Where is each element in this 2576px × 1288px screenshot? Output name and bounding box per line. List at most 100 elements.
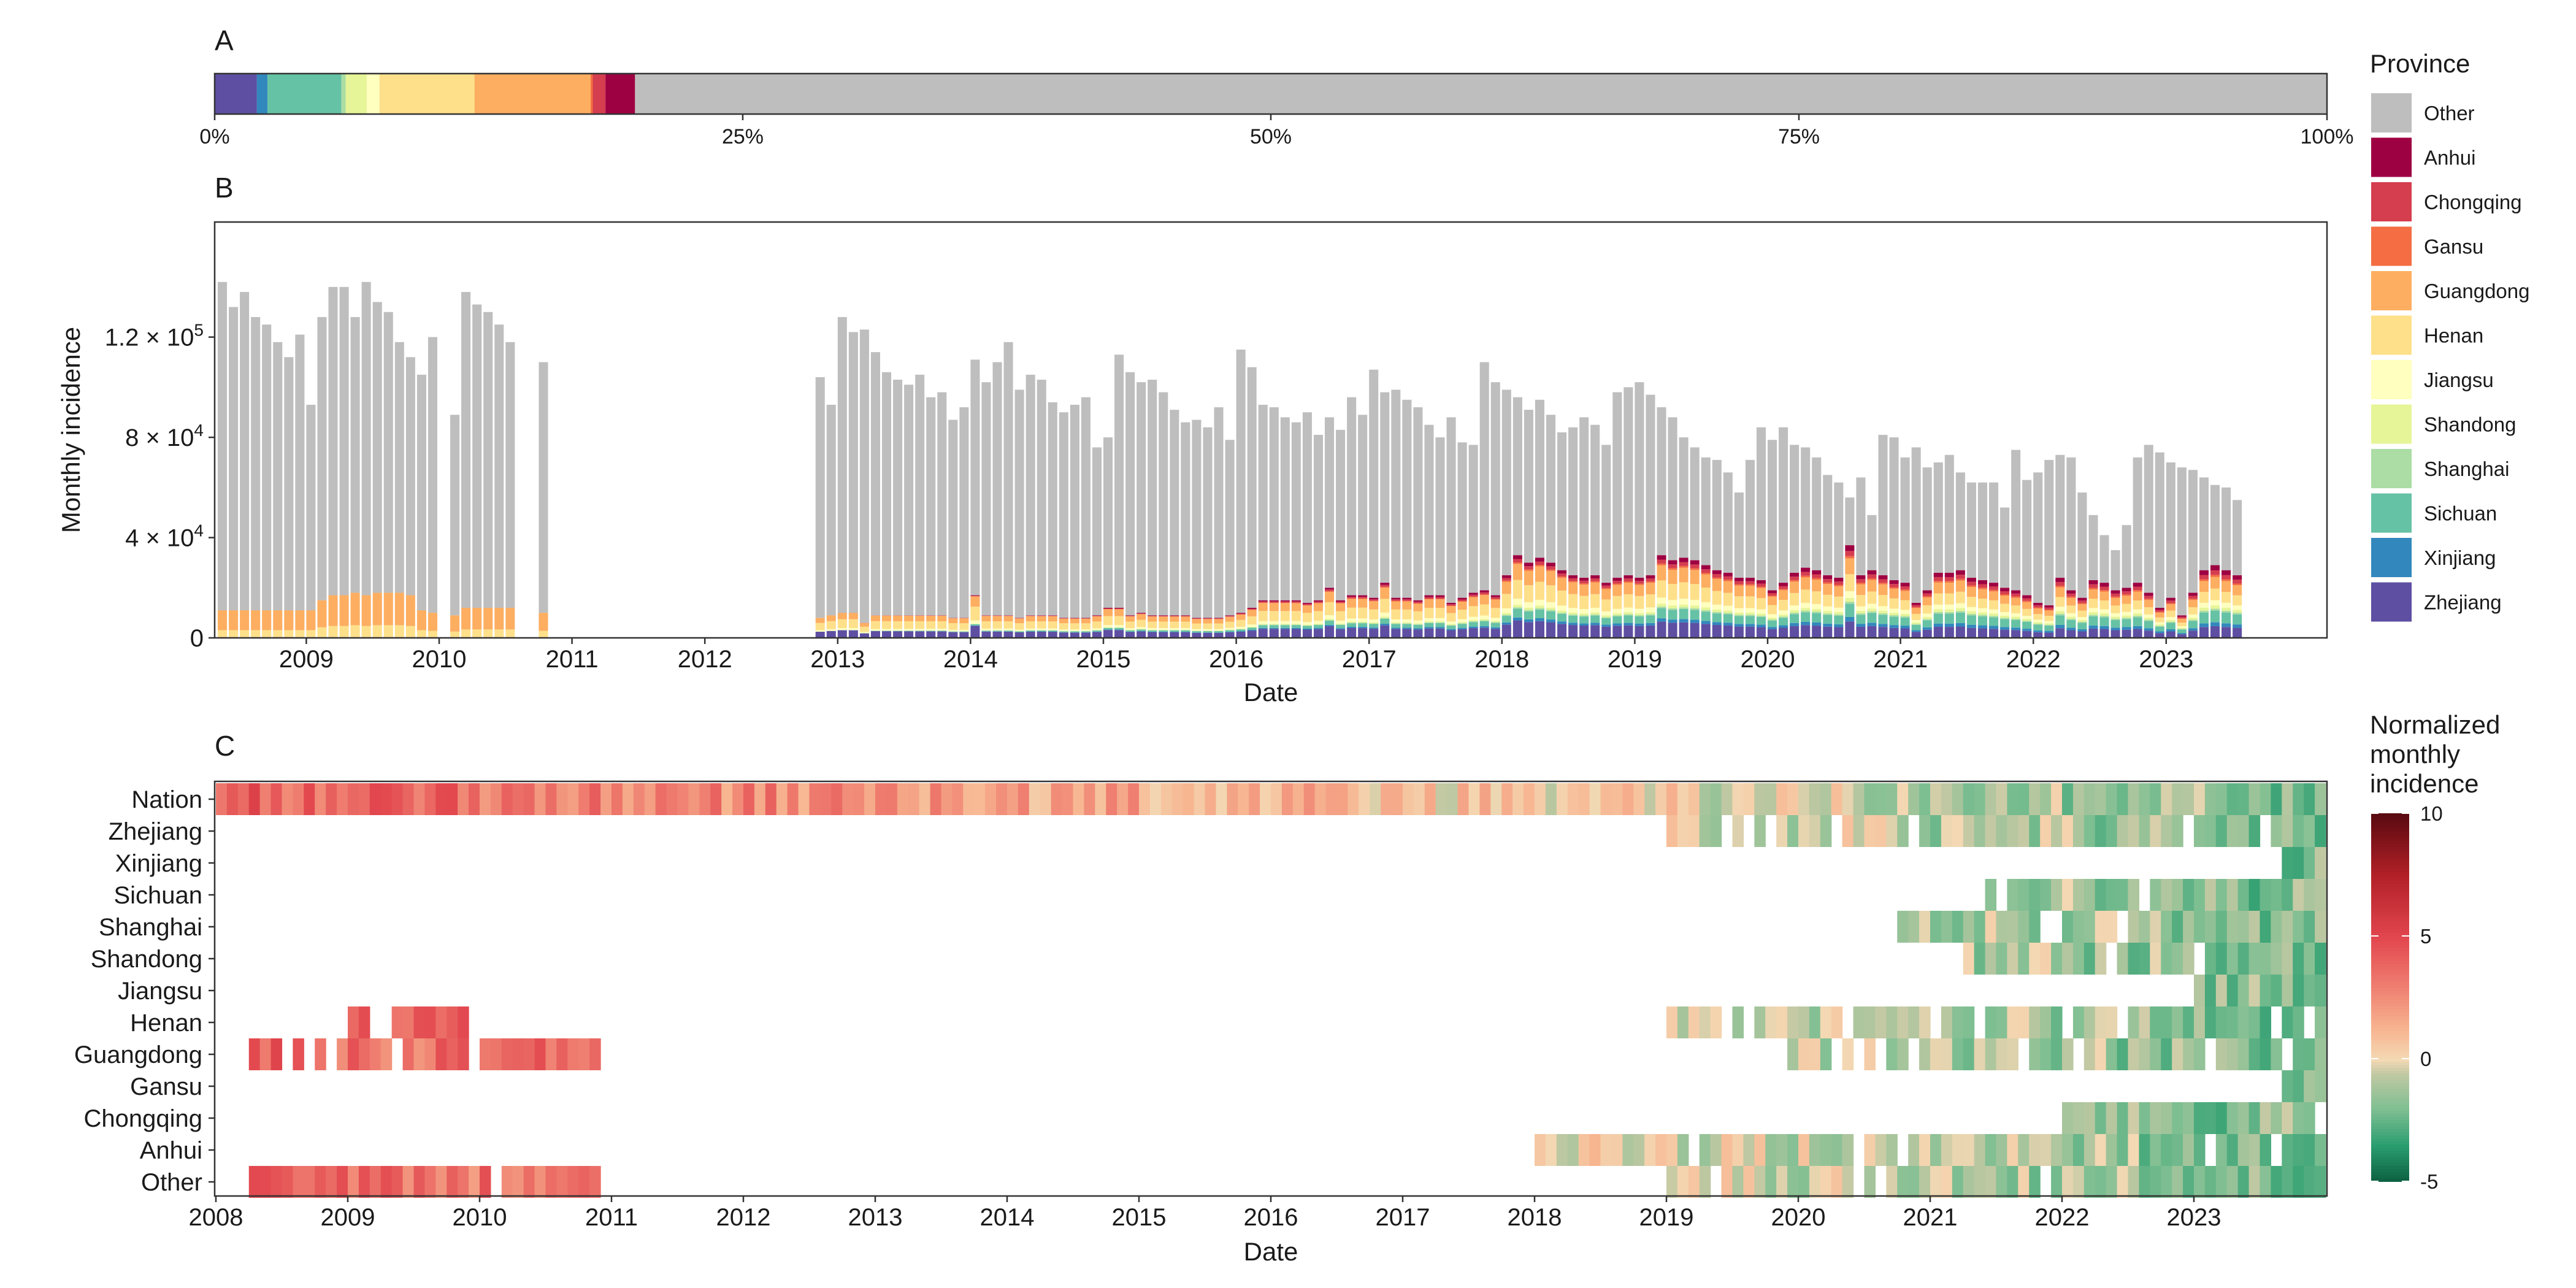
bar-sichuan (1557, 613, 1567, 622)
heat-cell (2304, 1038, 2315, 1070)
bar-zhejiang (2188, 631, 2198, 638)
bar-anhui (1668, 560, 1677, 565)
heat-cell (1842, 1134, 1854, 1166)
legend-swatch-chongqing (2371, 182, 2412, 221)
heat-cell (2293, 815, 2304, 847)
bar-other (981, 382, 991, 616)
bar-guangdong (948, 618, 958, 624)
bar-other (1369, 369, 1379, 598)
heat-cell (1820, 1038, 1832, 1070)
bar-shanghai (2188, 619, 2198, 621)
heat-cell (2260, 1102, 2272, 1134)
bar-other (1690, 447, 1700, 561)
bar-shanghai (2077, 621, 2087, 623)
bar-jiangsu (1524, 602, 1533, 608)
heat-cell (2029, 1006, 2041, 1038)
bar-shandong (1391, 622, 1401, 624)
bar-chongqing (2188, 596, 2198, 599)
bar-henan (1856, 594, 1866, 607)
colorbar-step (2371, 1144, 2409, 1148)
heat-cell (1325, 783, 1338, 815)
bar-zhejiang (2077, 631, 2087, 638)
bar-jiangsu (937, 629, 947, 631)
bar-shandong (2055, 611, 2065, 614)
bar-zhejiang (1557, 624, 1567, 638)
bar-anhui (1557, 570, 1567, 574)
bar-other (1623, 387, 1633, 575)
bar-zhejiang (2155, 633, 2164, 638)
heat-cell (1457, 783, 1470, 815)
colorbar-step (2371, 908, 2409, 912)
colorbar-step (2371, 844, 2409, 848)
bar-zhejiang (1712, 625, 1722, 638)
bar-chongqing (1878, 579, 1888, 583)
bar-guangdong (1391, 601, 1401, 610)
bar-anhui (1690, 560, 1700, 565)
province-legend: OtherAnhuiChongqingGansuGuangdongHenanJi… (2371, 93, 2530, 622)
colorbar-step (2371, 1117, 2409, 1121)
bar-shandong (2188, 618, 2198, 620)
bar-xinjiang (1391, 627, 1401, 629)
bar-chongqing (2088, 584, 2098, 588)
bar-zhejiang (1690, 623, 1700, 638)
bar-guangdong (218, 610, 228, 631)
heat-cell (512, 783, 524, 815)
bar-shanghai (2199, 610, 2209, 613)
heat-cell (1600, 783, 1612, 815)
heat-cell (2194, 815, 2206, 847)
bar-henan (848, 619, 858, 629)
bar-gansu (2188, 599, 2198, 600)
heat-cell (2282, 783, 2293, 815)
heat-cell (930, 783, 942, 815)
bar-shandong (1568, 612, 1578, 615)
bar-guangdong (1723, 581, 1733, 593)
bar-zhejiang (1159, 632, 1168, 638)
bar-guangdong (1657, 565, 1666, 581)
bar-guangdong (1424, 599, 1434, 608)
heat-cell (1930, 815, 1942, 847)
bar-shandong (1435, 621, 1445, 623)
bar-jiangsu (981, 628, 991, 631)
heat-cell (380, 783, 393, 815)
heat-cell (1084, 783, 1095, 815)
bar-chongqing (1977, 584, 1987, 588)
colorbar-step (2371, 829, 2409, 832)
bar-henan (295, 630, 305, 638)
bar-henan (1867, 591, 1877, 604)
bar-jiangsu (2177, 626, 2187, 628)
bar-chongqing (1657, 559, 1666, 564)
bar-sichuan (1014, 631, 1024, 632)
bar-guangdong (859, 623, 869, 627)
heat-cell (2237, 1038, 2250, 1070)
heat-cell (402, 1038, 415, 1070)
bar-anhui (1779, 583, 1788, 586)
colorbar-step (2371, 1049, 2409, 1053)
bar-other (1424, 424, 1434, 596)
heat-cell (1018, 783, 1030, 815)
bar-jiangsu (915, 629, 925, 631)
bar-chongqing (2155, 610, 2164, 612)
bar-other (416, 374, 426, 611)
heat-cell (2018, 943, 2030, 975)
bar-zhejiang (1734, 626, 1744, 638)
bar-xinjiang (1856, 624, 1866, 627)
bar-sichuan (1501, 616, 1511, 623)
heat-cell (2040, 1038, 2052, 1070)
bar-zhejiang (2199, 627, 2209, 638)
bar-shanghai (1590, 614, 1600, 616)
heat-cell (2315, 975, 2326, 1006)
bar-guangdong (1369, 601, 1379, 610)
bar-jiangsu (1148, 628, 1157, 630)
bar-henan (2099, 600, 2109, 610)
heat-cell (2095, 815, 2107, 847)
heat-cell (2315, 1038, 2326, 1070)
bar-other (1646, 394, 1655, 575)
heat-cell (1963, 783, 1975, 815)
bar-shanghai (2110, 618, 2120, 620)
heat-cell (2293, 1006, 2304, 1038)
bar-henan (1446, 613, 1456, 622)
bar-guangdong (350, 592, 360, 626)
bar-henan (2221, 592, 2231, 603)
heat-cell (2128, 1006, 2140, 1038)
bar-guangdong (1690, 570, 1700, 585)
